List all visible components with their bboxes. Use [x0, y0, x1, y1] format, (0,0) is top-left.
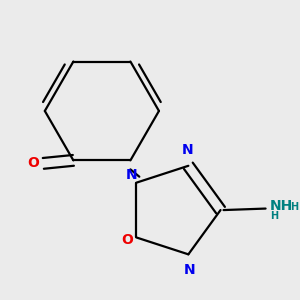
Text: H: H — [290, 202, 298, 212]
Text: N: N — [182, 143, 194, 157]
Text: N: N — [184, 263, 196, 278]
Text: O: O — [121, 233, 133, 248]
Text: NH: NH — [270, 199, 293, 213]
Text: O: O — [27, 156, 39, 170]
Text: N: N — [126, 168, 138, 182]
Text: H: H — [270, 211, 278, 221]
